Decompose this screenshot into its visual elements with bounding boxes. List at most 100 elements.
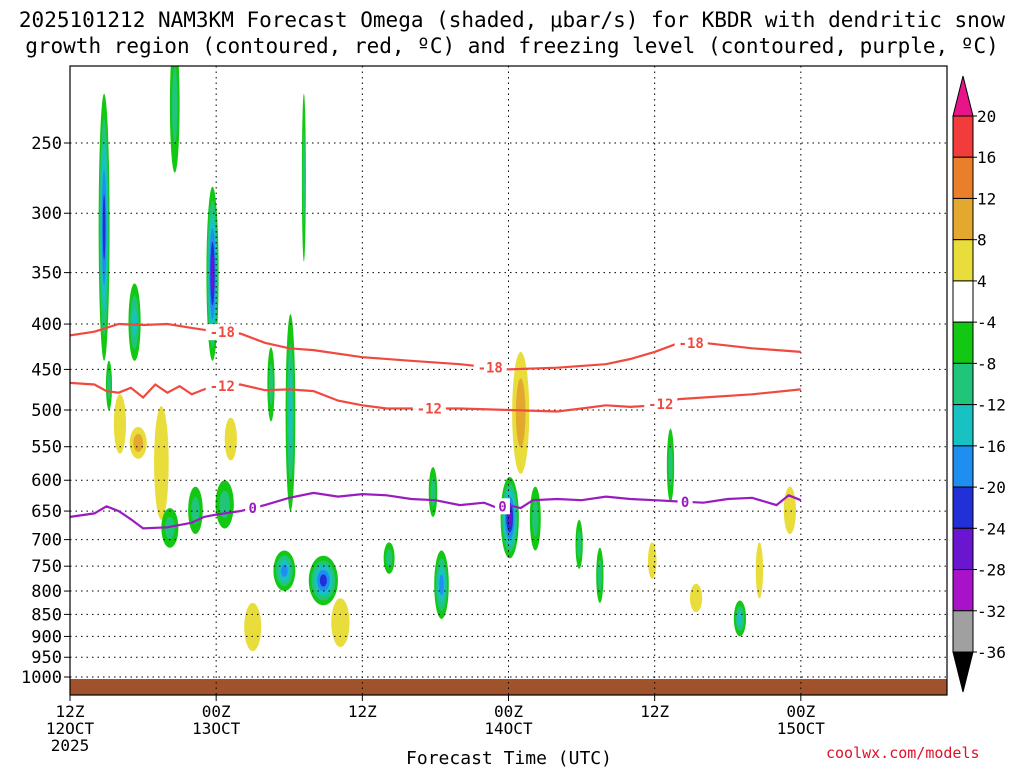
omega-blob-15-level-4 xyxy=(319,574,327,587)
colorbar-bottom-triangle xyxy=(952,651,974,693)
colorbar-top-triangle xyxy=(952,75,974,117)
colorbar-label-3: 8 xyxy=(977,231,987,250)
chart-title-line1: 2025101212 NAM3KM Forecast Omega (shaded… xyxy=(18,8,1006,32)
contour-label-bg--12C-0 xyxy=(205,377,239,394)
x-tick-label-0-1: 12OCT xyxy=(46,719,95,738)
omega-blob-1-level-1 xyxy=(107,371,111,400)
plot-frame xyxy=(69,65,948,696)
x-tick-label-3-1: 14OCT xyxy=(484,719,533,738)
omega-blob-19-level-1 xyxy=(386,549,393,567)
colorbar-bin-6 xyxy=(952,321,974,364)
omega-blob-28-level-1 xyxy=(668,444,673,487)
contour-label-bg--18C-1 xyxy=(473,359,507,376)
x-tick-label-0-0: 12Z xyxy=(56,702,85,721)
contour-label-bg-0C-2 xyxy=(677,493,693,510)
y-tick-label-350: 350 xyxy=(31,264,62,284)
contour-label--12C-0: -12 xyxy=(210,379,235,395)
contour-label-0C-0: 0 xyxy=(248,501,256,517)
y-tick-label-500: 500 xyxy=(31,401,62,421)
surface-band xyxy=(70,679,947,695)
omega-blob-7-level-1 xyxy=(171,66,178,144)
x-tick-label-3-0: 00Z xyxy=(494,702,523,721)
chart-title-line2: growth region (contoured, red, ºC) and f… xyxy=(25,34,999,58)
omega-blob-17-level-0 xyxy=(331,598,350,647)
omega-blob-8-level-5 xyxy=(211,255,214,292)
omega-blob-5-level-0 xyxy=(154,406,169,520)
colorbar-bin-7 xyxy=(952,362,974,406)
contour-line--12C xyxy=(70,381,801,413)
y-tick-label-850: 850 xyxy=(31,605,62,625)
omega-blob-2-level-0 xyxy=(113,394,127,454)
colorbar-bin-1 xyxy=(952,115,974,158)
colorbar-label-12: -32 xyxy=(977,602,1006,621)
colorbar-label-13: -36 xyxy=(977,643,1006,662)
omega-blob-13-level-2 xyxy=(288,373,293,452)
y-tick-label-650: 650 xyxy=(31,502,62,522)
colorbar-bin-13 xyxy=(952,610,974,653)
y-tick-label-950: 950 xyxy=(31,648,62,668)
contour-line--18C xyxy=(70,322,801,371)
contour-label-0C-2: 0 xyxy=(681,495,689,511)
y-tick-label-300: 300 xyxy=(31,204,62,224)
contour-label-bg--12C-1 xyxy=(412,400,446,417)
colorbar-label-9: -20 xyxy=(977,478,1006,497)
colorbar-label-1: 16 xyxy=(977,148,996,167)
omega-blob-21-level-3 xyxy=(439,574,444,596)
colorbar: 20 16 12 8 4 -4 -8 -12 -16 -20 -24 -28 -32 -36 xyxy=(952,75,1006,693)
y-tick-label-700: 700 xyxy=(31,531,62,551)
y-tick-label-400: 400 xyxy=(31,315,62,335)
colorbar-bin-10 xyxy=(952,486,974,529)
contour-label--18C-1: -18 xyxy=(478,360,503,376)
colorbar-label-10: -24 xyxy=(977,519,1006,538)
omega-blob-18-level-0 xyxy=(244,602,262,652)
colorbar-bin-2 xyxy=(952,156,974,199)
omega-blob-16-level-1 xyxy=(302,130,305,225)
colorbar-label-0: 20 xyxy=(977,107,996,126)
omega-blob-29-level-0 xyxy=(689,583,703,613)
y-tick-label-450: 450 xyxy=(31,360,62,380)
credit-text: coolwx.com/models xyxy=(826,744,980,762)
omega-blob-23-level-1 xyxy=(515,378,526,448)
colorbar-bin-3 xyxy=(952,197,974,241)
colorbar-label-11: -28 xyxy=(977,561,1006,580)
omega-blob-0-level-4 xyxy=(102,194,106,261)
omega-shading xyxy=(70,66,947,695)
omega-blob-27-level-0 xyxy=(647,542,657,579)
x-tick-label-5-0: 00Z xyxy=(786,702,815,721)
y-tick-label-550: 550 xyxy=(31,438,62,458)
contour-label--18C-0: -18 xyxy=(210,325,235,341)
omega-blob-32-level-0 xyxy=(783,486,796,535)
x-tick-label-2-0: 12Z xyxy=(348,702,377,721)
y-tick-label-900: 900 xyxy=(31,627,62,647)
y-tick-label-800: 800 xyxy=(31,582,62,602)
contour-label-bg-0C-0 xyxy=(245,500,261,517)
omega-blob-12-level-1 xyxy=(268,363,274,406)
contour-label--18C-2: -18 xyxy=(679,336,704,352)
contour-label-bg--18C-0 xyxy=(205,324,239,341)
omega-blob-20-level-1 xyxy=(430,477,436,507)
y-tick-label-1000: 1000 xyxy=(21,668,62,688)
contour-label-bg--18C-2 xyxy=(674,334,708,351)
omega-blob-9-level-1 xyxy=(191,496,200,524)
omega-blob-24-level-1 xyxy=(532,500,539,537)
contour-label-bg-0C-1 xyxy=(494,498,510,515)
colorbar-label-2: 12 xyxy=(977,189,996,208)
x-tick-label-5-1: 15OCT xyxy=(777,719,826,738)
omega-blob-14-level-3 xyxy=(281,564,288,577)
x-tick-label-1-0: 00Z xyxy=(202,702,231,721)
contour-label-0C-1: 0 xyxy=(498,499,506,515)
y-tick-label-750: 750 xyxy=(31,557,62,577)
colorbar-bin-12 xyxy=(952,569,974,612)
colorbar-label-7: -12 xyxy=(977,396,1006,415)
omega-blob-25-level-1 xyxy=(577,530,582,559)
colorbar-bin-11 xyxy=(952,527,974,571)
colorbar-bin-5 xyxy=(952,280,974,323)
contour-label-bg--12C-2 xyxy=(644,395,678,412)
omega-blob-31-level-0 xyxy=(755,542,764,599)
omega-blob-10-level-1 xyxy=(219,490,230,518)
temperature-contours: -18 -18 -18 -12 -12 -12 0 0 0 xyxy=(70,322,802,530)
contour-label--12C-2: -12 xyxy=(648,397,673,413)
y-tick-label-250: 250 xyxy=(31,134,62,154)
colorbar-label-8: -16 xyxy=(977,437,1006,456)
